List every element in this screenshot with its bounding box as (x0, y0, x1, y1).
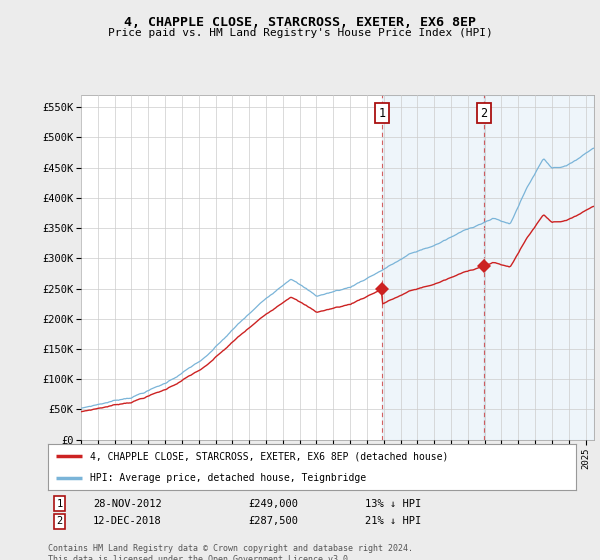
Text: 21% ↓ HPI: 21% ↓ HPI (365, 516, 421, 526)
Text: Price paid vs. HM Land Registry's House Price Index (HPI): Price paid vs. HM Land Registry's House … (107, 28, 493, 38)
Text: £287,500: £287,500 (248, 516, 299, 526)
Text: 1: 1 (56, 498, 63, 508)
Text: 4, CHAPPLE CLOSE, STARCROSS, EXETER, EX6 8EP: 4, CHAPPLE CLOSE, STARCROSS, EXETER, EX6… (124, 16, 476, 29)
Text: 2: 2 (480, 107, 487, 120)
Bar (382, 95, 484, 440)
Text: Contains HM Land Registry data © Crown copyright and database right 2024.
This d: Contains HM Land Registry data © Crown c… (48, 544, 413, 560)
Text: 1: 1 (379, 107, 386, 120)
Text: 2: 2 (56, 516, 63, 526)
Text: £249,000: £249,000 (248, 498, 299, 508)
Text: 12-DEC-2018: 12-DEC-2018 (93, 516, 161, 526)
Text: 13% ↓ HPI: 13% ↓ HPI (365, 498, 421, 508)
Text: 4, CHAPPLE CLOSE, STARCROSS, EXETER, EX6 8EP (detached house): 4, CHAPPLE CLOSE, STARCROSS, EXETER, EX6… (90, 451, 449, 461)
Bar (484, 95, 594, 440)
Text: HPI: Average price, detached house, Teignbridge: HPI: Average price, detached house, Teig… (90, 473, 367, 483)
Text: 28-NOV-2012: 28-NOV-2012 (93, 498, 161, 508)
